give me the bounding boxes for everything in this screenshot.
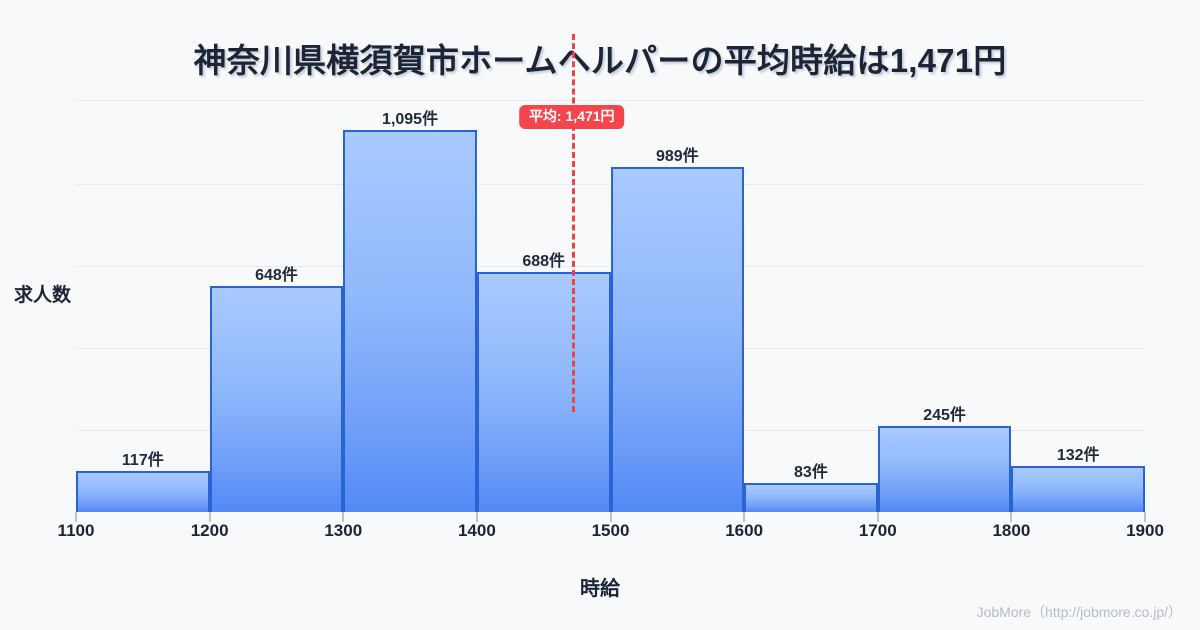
bar-1500-1600[interactable]	[610, 166, 745, 512]
x-axis-tick	[475, 512, 478, 522]
x-axis-tick-label: 1700	[858, 521, 897, 540]
x-axis-tick-label: 1200	[190, 521, 229, 540]
x-axis-tick-label: 1300	[324, 521, 363, 540]
x-axis-tick	[876, 512, 879, 522]
x-axis-title: 時給	[580, 578, 620, 600]
bar-value-label: 132件	[1056, 446, 1100, 464]
bar-value-label: 117件	[121, 452, 164, 470]
x-axis-tick-label: 1600	[725, 521, 764, 540]
x-axis-tick	[75, 512, 77, 522]
bar-1400-1500[interactable]	[476, 271, 611, 512]
bar-value-label: 648件	[255, 266, 298, 284]
gridline	[76, 100, 1145, 101]
bar-1700-1800[interactable]	[877, 426, 1012, 512]
x-axis-tick-label: 1100	[57, 521, 95, 540]
x-axis-tick	[342, 512, 345, 522]
bar-value-label: 83件	[794, 464, 828, 482]
bar-1300-1400[interactable]	[343, 129, 477, 512]
x-axis-tick	[208, 512, 211, 522]
chart-title: 神奈川県横須賀市ホームヘルパーの平均時給は1,471円	[193, 42, 1007, 79]
bar-1600-1700[interactable]	[744, 483, 878, 512]
x-axis-tick	[609, 512, 612, 522]
x-axis-tick-label: 1900	[1126, 521, 1164, 540]
average-badge: 平均: 1,471円	[518, 105, 625, 130]
x-axis-tick	[743, 512, 746, 522]
x-axis-tick-label: 1500	[591, 521, 630, 540]
bar-value-label: 245件	[923, 407, 966, 425]
x-axis-tick-label: 1800	[992, 521, 1031, 540]
x-axis-tick	[1144, 512, 1146, 522]
x-axis-tick	[1010, 512, 1013, 522]
bar-1100-1200[interactable]	[76, 471, 210, 512]
watermark: JobMore（http://jobmore.co.jp/）	[976, 604, 1182, 620]
bar-value-label: 688件	[522, 252, 566, 270]
bar-1800-1900[interactable]	[1011, 465, 1145, 512]
y-axis-title: 求人数	[14, 285, 72, 306]
average-line	[571, 34, 575, 412]
bar-value-label: 1,095件	[382, 110, 439, 128]
bar-value-label: 989件	[655, 147, 699, 165]
bar-1200-1300[interactable]	[209, 285, 344, 512]
plot-area	[76, 100, 1145, 512]
x-axis-tick-label: 1400	[457, 521, 496, 540]
